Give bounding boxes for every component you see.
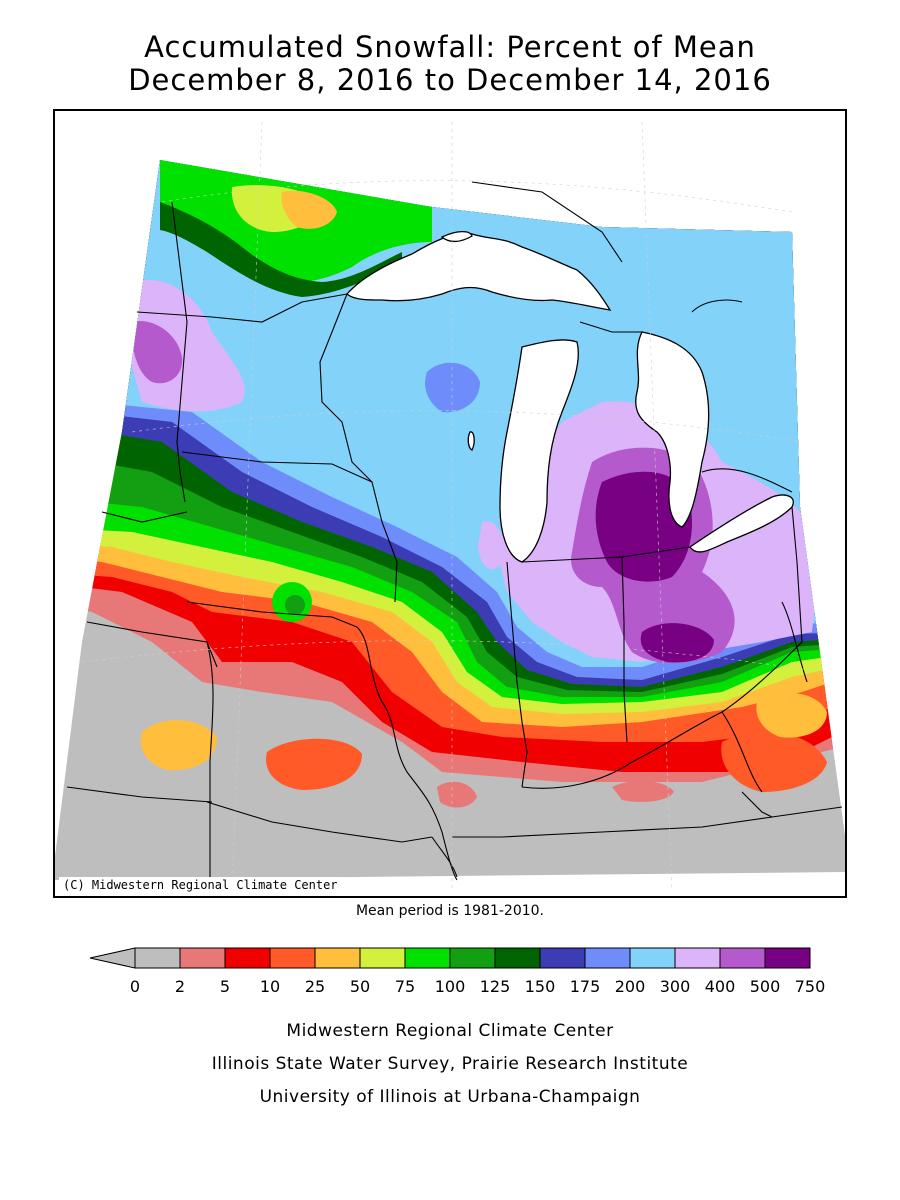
legend-tick-label: 125 — [480, 977, 511, 996]
lake-huron — [635, 331, 710, 528]
map-svg — [55, 121, 845, 893]
band-east-yellow — [756, 693, 827, 738]
legend-swatch — [269, 947, 316, 969]
border-ky-wv — [721, 711, 763, 793]
legend-swatch — [674, 947, 721, 969]
legend-ticks: 0 2 5 10 25 50 75 100 125 150 175 200 300 400 500 750 — [130, 977, 825, 996]
border-tn-va — [741, 791, 773, 818]
border-ia-mo — [186, 601, 358, 628]
band-il-pink — [437, 781, 477, 808]
border-wv-pa — [791, 506, 803, 643]
legend-swatch — [179, 947, 226, 969]
border-canada-us — [136, 293, 348, 323]
band-iowa-darkgreen — [285, 595, 305, 615]
footer-survey: Illinois State Water Survey, Prairie Res… — [211, 1054, 689, 1074]
legend-tick-label: 400 — [705, 977, 736, 996]
footer-org: Midwestern Regional Climate Center — [286, 1021, 614, 1041]
legend-tick-label: 75 — [395, 977, 415, 996]
border-mi-in-oh — [521, 546, 691, 563]
band-500-750 — [595, 471, 692, 582]
border-sd-ne — [101, 511, 188, 523]
band-east-orange — [721, 731, 827, 792]
border-ont-mi — [691, 299, 743, 313]
border-mn-wi — [319, 293, 398, 603]
legend-swatch — [134, 947, 181, 969]
band-300-400-sw — [478, 521, 504, 570]
legend-tick-label: 200 — [615, 977, 646, 996]
legend-swatch — [539, 947, 586, 969]
legend-arrow — [89, 947, 136, 969]
legend-swatch — [584, 947, 631, 969]
band-north-shore-orange — [281, 190, 337, 229]
legend-swatch — [359, 947, 406, 969]
legend-tick-label: 150 — [525, 977, 556, 996]
legend-swatch — [494, 947, 541, 969]
border-ia-il-river — [356, 626, 458, 881]
border-river-mississippi-south — [431, 836, 458, 878]
legend-tick-label: 500 — [750, 977, 781, 996]
legend-tick-label: 175 — [570, 977, 601, 996]
border-mn-dakotas — [171, 201, 188, 503]
state-borders — [66, 181, 843, 882]
island-isle-royale — [440, 230, 473, 243]
legend-tick-label: 50 — [350, 977, 370, 996]
footer-university: University of Illinois at Urbana-Champai… — [259, 1087, 641, 1107]
band-wi-blue — [425, 362, 480, 413]
legend-tick-label: 25 — [305, 977, 325, 996]
legend-svg: 0 2 5 10 25 50 75 100 125 150 175 200 300 400 500 750 — [89, 947, 825, 996]
border-mn-ia — [181, 451, 373, 483]
mean-period-note: Mean period is 1981-2010. — [355, 903, 545, 919]
lake-erie — [689, 494, 794, 553]
border-il-in — [506, 561, 528, 788]
border-in-oh — [621, 556, 628, 743]
map-title: Accumulated Snowfall: Percent of Mean — [144, 30, 756, 64]
border-oh-pa — [781, 601, 808, 683]
band-400-500-west — [131, 321, 183, 384]
band-500-750-east — [640, 623, 714, 663]
legend-swatch — [404, 947, 451, 969]
legend-swatch — [314, 947, 361, 969]
border-ont-ohio — [701, 468, 793, 493]
legend-tick-label: 10 — [260, 977, 280, 996]
legend-swatch — [764, 947, 811, 969]
legend-tick-label: 2 — [175, 977, 185, 996]
color-field — [55, 160, 845, 880]
legend-tick-label: 0 — [130, 977, 140, 996]
border-ky-tn — [501, 806, 843, 838]
snowfall-map: (C) Midwestern Regional Climate Center — [53, 109, 847, 898]
great-lakes — [346, 230, 794, 563]
legend-swatch — [449, 947, 496, 969]
border-mo-ar — [206, 801, 433, 843]
lake-michigan — [499, 339, 579, 563]
lake-winnebago — [467, 431, 475, 451]
band-ky-pink — [612, 780, 674, 802]
legend-tick-label: 5 — [220, 977, 230, 996]
legend-boxes — [89, 947, 811, 969]
copyright-notice: (C) Midwestern Regional Climate Center — [59, 877, 342, 893]
border-ny-ont — [471, 181, 623, 263]
band-mid-orange — [266, 738, 362, 790]
border-ks-ok — [66, 786, 213, 803]
border-ohio-river — [521, 641, 803, 789]
graticule — [81, 121, 823, 893]
band-sw-yellow — [140, 720, 217, 771]
map-date-range: December 8, 2016 to December 14, 2016 — [128, 63, 772, 97]
legend-swatch — [629, 947, 676, 969]
legend-swatch — [224, 947, 271, 969]
legend-tick-label: 100 — [435, 977, 466, 996]
legend-tick-label: 300 — [660, 977, 691, 996]
border-mi-peninsula — [579, 321, 642, 333]
border-ks-mo — [206, 641, 214, 882]
legend-tick-label: 750 — [795, 977, 826, 996]
color-legend: 0 2 5 10 25 50 75 100 125 150 175 200 300 400 500 750 — [0, 940, 900, 1000]
legend-swatch — [719, 947, 766, 969]
band-north-shore-dark — [160, 202, 402, 297]
border-ne-ks — [86, 621, 218, 668]
